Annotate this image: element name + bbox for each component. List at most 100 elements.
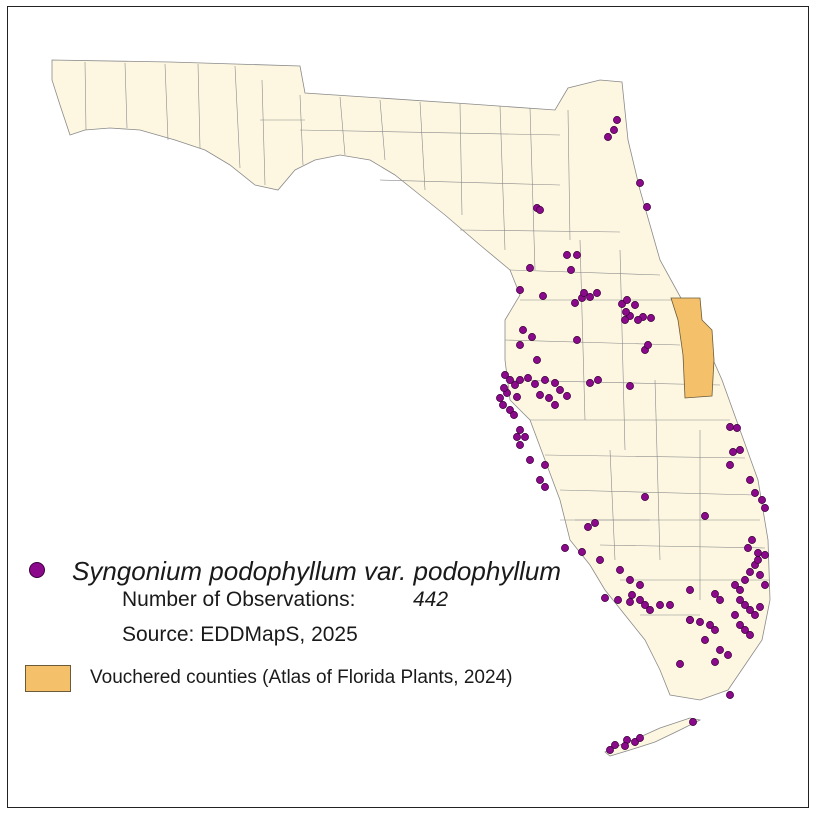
vouchered-label: Vouchered counties (Atlas of Florida Pla… <box>90 667 513 688</box>
observation-point <box>644 341 652 349</box>
observation-point <box>531 380 539 388</box>
observation-point <box>506 376 514 384</box>
observation-point <box>696 618 704 626</box>
observation-point <box>636 734 644 742</box>
observation-point <box>516 286 524 294</box>
observation-point <box>511 381 519 389</box>
observation-point <box>646 606 654 614</box>
observation-point <box>643 203 651 211</box>
observation-point <box>746 476 754 484</box>
observation-point <box>748 536 756 544</box>
observation-point <box>761 581 769 589</box>
vouchered-county-swatch <box>25 665 71 692</box>
observation-point <box>741 576 749 584</box>
observation-point <box>634 316 642 324</box>
observation-point <box>636 581 644 589</box>
observation-point <box>516 441 524 449</box>
observation-point <box>751 611 759 619</box>
state-outline <box>51 59 771 757</box>
observation-point <box>711 626 719 634</box>
observation-point <box>516 376 524 384</box>
observation-point <box>613 116 621 124</box>
observation-point <box>686 586 694 594</box>
observation-point <box>551 379 559 387</box>
vouchered-county-brevard <box>670 297 715 399</box>
observation-point <box>496 394 504 402</box>
observation-legend-marker <box>29 562 45 578</box>
observation-point <box>647 314 655 322</box>
county-line <box>509 269 661 276</box>
county-line <box>619 249 626 451</box>
observation-point <box>622 308 630 316</box>
observation-point <box>726 423 734 431</box>
observation-point <box>578 548 586 556</box>
observation-point <box>536 391 544 399</box>
observation-point <box>744 544 752 552</box>
county-line <box>544 454 746 459</box>
observation-point <box>626 576 634 584</box>
observation-point <box>563 251 571 259</box>
observation-point <box>726 461 734 469</box>
observation-point <box>586 379 594 387</box>
observation-point <box>761 504 769 512</box>
observation-point <box>499 401 507 409</box>
observation-point <box>501 371 509 379</box>
observation-point <box>510 411 518 419</box>
observation-point <box>621 316 629 324</box>
observation-point <box>746 606 754 614</box>
observation-point <box>736 586 744 594</box>
observation-point <box>741 601 749 609</box>
observation-point <box>733 424 741 432</box>
observation-point <box>536 206 544 214</box>
observation-point <box>593 289 601 297</box>
county-line <box>379 99 386 161</box>
observation-point <box>641 493 649 501</box>
observation-point <box>689 718 697 726</box>
source-label: Source: EDDMapS, 2025 <box>122 623 358 646</box>
observation-point <box>754 549 762 557</box>
observations-label: Number of Observations: <box>122 588 356 611</box>
observation-point <box>563 392 571 400</box>
observation-point <box>729 448 737 456</box>
observation-point <box>545 394 553 402</box>
observation-point <box>541 483 549 491</box>
observation-point <box>526 264 534 272</box>
species-name: Syngonium podophyllum var. podophyllum <box>72 556 561 586</box>
observation-point <box>626 382 634 390</box>
observation-point <box>746 631 754 639</box>
county-line <box>84 61 87 131</box>
observation-point <box>628 591 636 599</box>
observation-point <box>614 596 622 604</box>
observation-point <box>519 326 527 334</box>
observation-point <box>611 741 619 749</box>
county-line <box>567 109 571 241</box>
observation-point <box>724 651 732 659</box>
observation-point <box>551 401 559 409</box>
observation-point <box>706 621 714 629</box>
county-line <box>234 65 241 169</box>
observation-point <box>756 571 764 579</box>
observation-point <box>736 446 744 454</box>
observation-point <box>536 476 544 484</box>
county-line <box>299 129 561 136</box>
county-line <box>599 544 766 549</box>
observation-point <box>513 393 521 401</box>
county-line <box>459 229 621 233</box>
observation-point <box>513 433 521 441</box>
observation-point <box>556 386 564 394</box>
observation-point <box>641 601 649 609</box>
observation-point <box>756 603 764 611</box>
observation-point <box>701 636 709 644</box>
observation-point <box>686 616 694 624</box>
observation-points <box>496 116 769 754</box>
observation-point <box>528 333 536 341</box>
observation-point <box>621 742 629 750</box>
observation-point <box>711 658 719 666</box>
county-boundaries <box>84 61 770 616</box>
observation-point <box>541 461 549 469</box>
observation-point <box>526 456 534 464</box>
observation-point <box>561 544 569 552</box>
observation-point <box>541 376 549 384</box>
observation-point <box>731 581 739 589</box>
county-line <box>379 179 561 186</box>
